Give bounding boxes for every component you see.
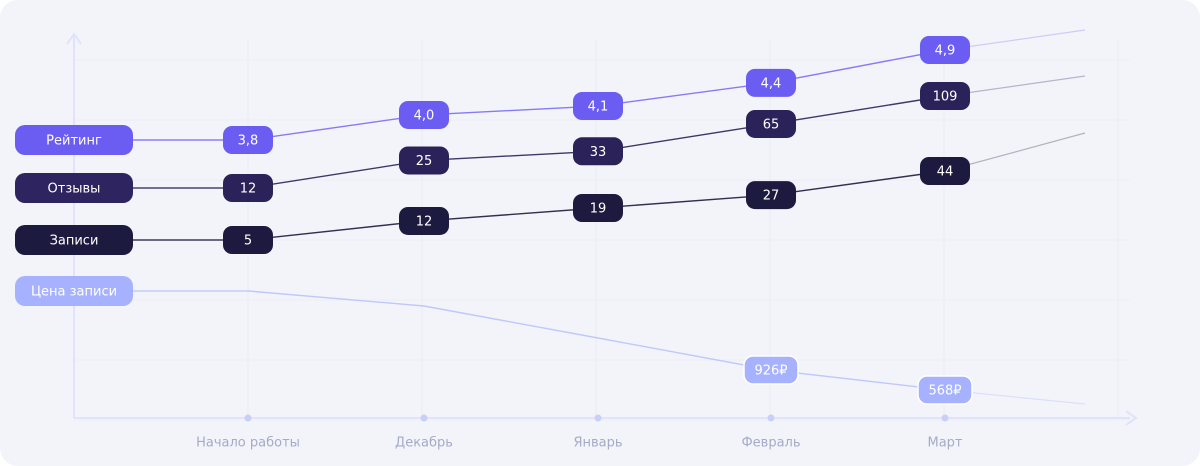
legend-item — [15, 276, 133, 306]
legend-label: Рейтинг — [46, 134, 102, 149]
data-point-label: 5 — [244, 234, 252, 249]
data-point-pill — [223, 126, 273, 154]
legend-item — [15, 125, 133, 155]
legend-label: Отзывы — [48, 182, 101, 197]
data-point-pill — [746, 109, 796, 138]
data-point-label: 4,0 — [414, 108, 435, 123]
x-tick-label: Февраль — [741, 436, 800, 451]
data-point-label: 12 — [416, 214, 433, 229]
data-point-pill — [399, 206, 449, 235]
y-axis-arrow — [66, 32, 82, 45]
data-point-pill — [746, 68, 796, 97]
data-point-pill — [399, 100, 449, 129]
data-point-label: 25 — [416, 154, 433, 169]
x-tick-label: Декабрь — [395, 436, 453, 451]
data-point-label: 65 — [763, 117, 780, 132]
legend-label: Цена записи — [31, 285, 117, 300]
data-point-label: 4,9 — [935, 44, 956, 59]
data-point-pill — [920, 82, 970, 110]
data-point-label: 19 — [590, 202, 607, 217]
x-tick-label: Март — [927, 436, 962, 451]
legend-item — [15, 173, 133, 203]
data-point-label: 926₽ — [754, 364, 787, 379]
data-point-pill — [399, 146, 449, 175]
legend-label: Записи — [50, 234, 99, 249]
data-point-label: 109 — [933, 90, 958, 105]
x-tick-dot — [420, 414, 428, 422]
data-point-pill — [573, 137, 623, 166]
data-point-pill — [223, 226, 273, 254]
data-point-pill — [920, 36, 970, 64]
data-point-label: 568₽ — [928, 384, 961, 399]
data-point-pill — [743, 355, 799, 385]
x-axis-arrow — [1125, 410, 1138, 426]
data-point-label: 4,4 — [761, 76, 782, 91]
data-point-pill — [223, 174, 273, 202]
legend-item — [15, 225, 133, 255]
x-tick-dot — [767, 414, 775, 422]
data-point-label: 27 — [763, 189, 780, 204]
data-point-pill — [746, 181, 796, 210]
data-point-label: 12 — [240, 182, 257, 197]
data-point-label: 33 — [590, 145, 607, 160]
x-tick-dot — [941, 414, 949, 422]
x-tick-dot — [244, 414, 252, 422]
data-point-label: 3,8 — [238, 134, 259, 149]
data-point-pill — [573, 92, 623, 121]
data-point-pill — [920, 157, 970, 185]
data-point-label: 44 — [937, 165, 954, 180]
series-line — [247, 290, 946, 391]
x-tick-label: Начало работы — [196, 436, 300, 451]
data-point-pill — [917, 375, 973, 405]
data-point-label: 4,1 — [588, 100, 609, 115]
x-tick-dot — [594, 414, 602, 422]
x-tick-label: Январь — [573, 436, 622, 451]
data-point-pill — [573, 194, 623, 223]
